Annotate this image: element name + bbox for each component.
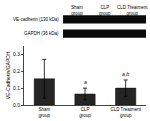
svg-text:0.3: 0.3 xyxy=(13,51,20,57)
svg-text:0.1: 0.1 xyxy=(13,85,20,91)
svg-text:VE-cadherin (130 kDa): VE-cadherin (130 kDa) xyxy=(13,17,59,22)
svg-text:Shamgroup: Shamgroup xyxy=(71,5,83,16)
svg-text:CLPgroup: CLPgroup xyxy=(79,107,91,118)
svg-text:CLD Treatmentgroup: CLD Treatmentgroup xyxy=(110,107,141,118)
svg-text:0.0: 0.0 xyxy=(13,102,20,108)
svg-text:CLPgroup: CLPgroup xyxy=(99,5,111,16)
svg-text:VE-Cadherin/GAPDH: VE-Cadherin/GAPDH xyxy=(5,51,11,99)
svg-text:Shamgroup: Shamgroup xyxy=(38,107,50,118)
svg-text:a: a xyxy=(84,79,87,85)
svg-text:GAPDH (36 kDa): GAPDH (36 kDa) xyxy=(24,31,59,36)
svg-text:0.2: 0.2 xyxy=(13,68,20,74)
svg-text:a,b: a,b xyxy=(122,71,129,77)
svg-text:CLD Treatmentgroup: CLD Treatmentgroup xyxy=(117,5,148,16)
